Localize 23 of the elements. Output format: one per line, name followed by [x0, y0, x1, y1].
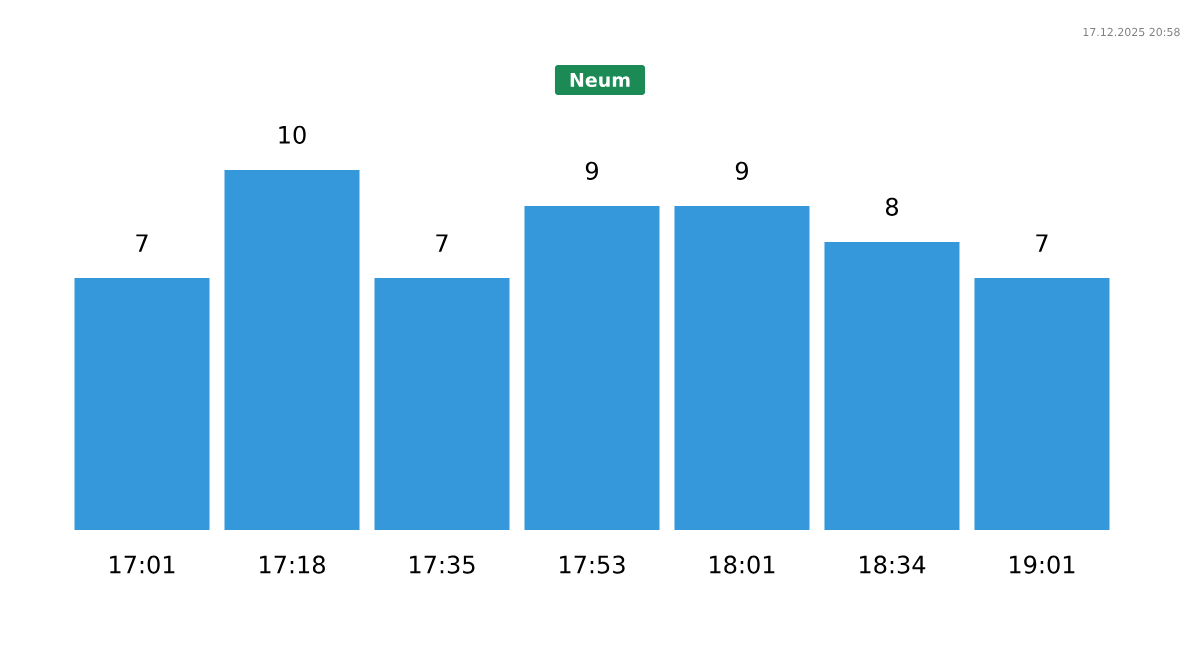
data-label: 7: [1036, 234, 1048, 252]
data-label: 7: [136, 234, 148, 252]
bar: [674, 206, 810, 530]
chart-title: Neum: [570, 72, 630, 88]
bar: [374, 278, 510, 530]
bar: [824, 242, 960, 530]
bar: [524, 206, 660, 530]
x-tick-label: 18:01: [710, 555, 775, 574]
x-tick-label: 19:01: [1010, 555, 1075, 574]
data-label: 10: [279, 125, 306, 144]
data-label: 9: [585, 161, 598, 180]
bar: [74, 278, 210, 530]
x-tick-label: 17:53: [560, 555, 625, 574]
x-tick-label: 17:18: [260, 555, 325, 574]
bar: [224, 170, 360, 530]
x-tick-label: 17:01: [110, 555, 175, 574]
x-tick-label: 17:35: [410, 555, 475, 574]
bar: [974, 278, 1110, 530]
data-label: 8: [885, 197, 898, 216]
x-tick-label: 18:34: [860, 555, 926, 574]
data-label: 9: [735, 161, 748, 180]
text: 17.12.2025 20:58: [1083, 27, 1180, 37]
data-label: 7: [436, 234, 448, 252]
